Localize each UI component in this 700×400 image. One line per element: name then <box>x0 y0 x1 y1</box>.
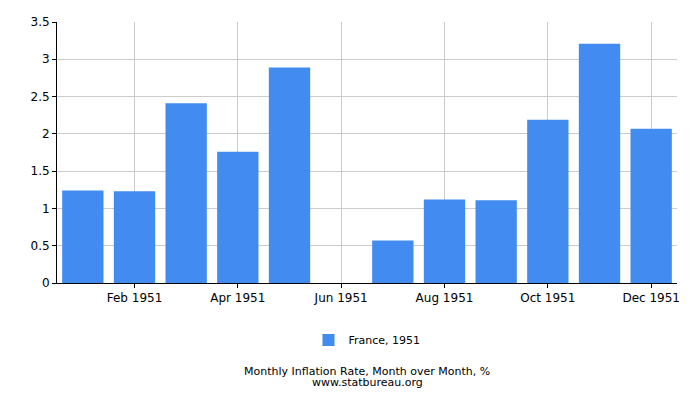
svg-text:France, 1951: France, 1951 <box>349 334 421 347</box>
svg-text:0.5: 0.5 <box>31 239 50 253</box>
svg-text:Dec 1951: Dec 1951 <box>622 291 680 305</box>
svg-text:Monthly Inflation Rate, Month: Monthly Inflation Rate, Month over Month… <box>244 365 490 378</box>
svg-text:0: 0 <box>42 276 50 290</box>
svg-text:Jun 1951: Jun 1951 <box>314 291 368 305</box>
svg-text:1: 1 <box>42 202 50 216</box>
svg-text:2: 2 <box>42 127 50 141</box>
svg-text:Aug 1951: Aug 1951 <box>416 291 474 305</box>
svg-text:2.5: 2.5 <box>31 90 50 104</box>
svg-text:Feb 1951: Feb 1951 <box>107 291 163 305</box>
svg-text:3.5: 3.5 <box>31 15 50 29</box>
svg-text:Oct 1951: Oct 1951 <box>520 291 575 305</box>
svg-text:Apr 1951: Apr 1951 <box>210 291 265 305</box>
svg-text:www.statbureau.org: www.statbureau.org <box>312 376 423 389</box>
svg-text:1.5: 1.5 <box>31 164 50 178</box>
svg-text:3: 3 <box>42 52 50 66</box>
